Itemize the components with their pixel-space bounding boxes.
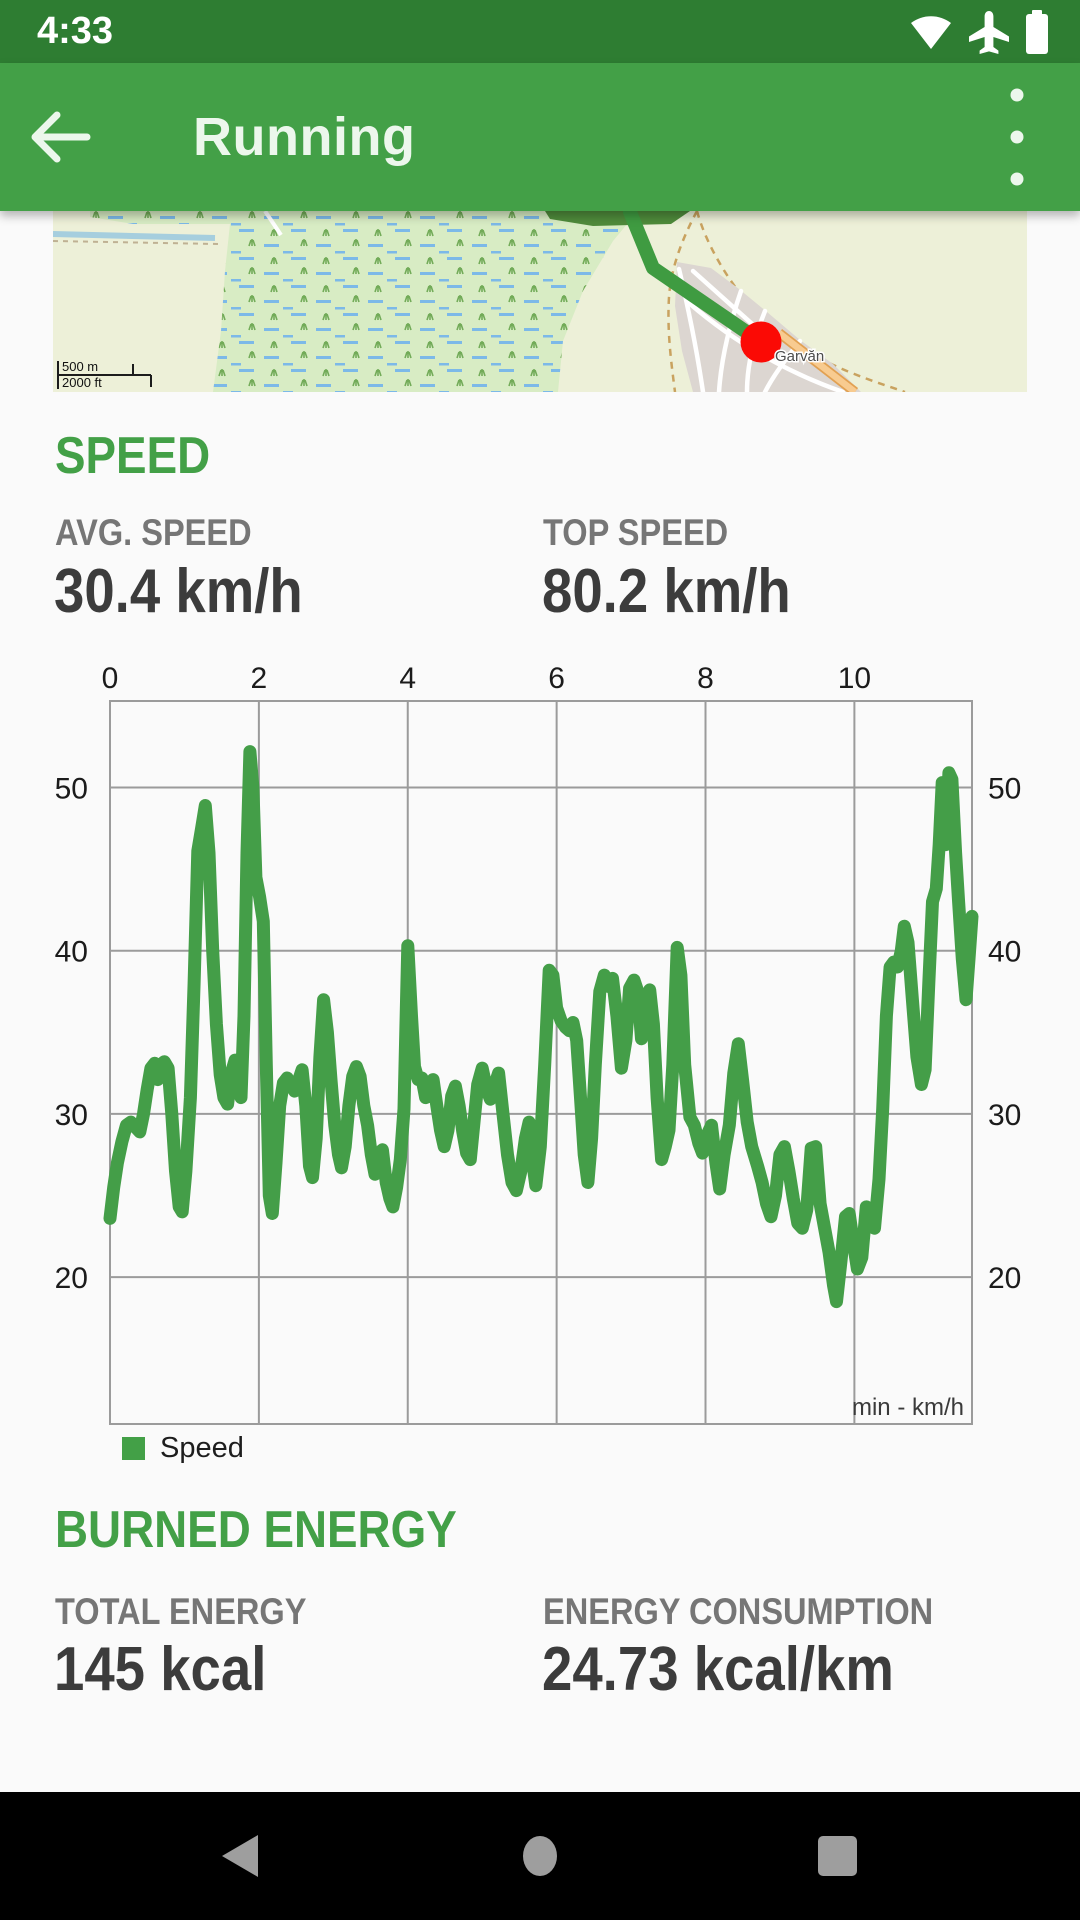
- svg-text:4: 4: [399, 662, 416, 695]
- nav-back-button[interactable]: [222, 1835, 258, 1877]
- route-map[interactable]: Garvăn 500 m 2000 ft: [53, 211, 1027, 392]
- svg-text:6: 6: [548, 662, 565, 695]
- top-speed-label: TOP SPEED: [543, 512, 753, 554]
- svg-text:8: 8: [697, 662, 714, 695]
- avg-speed-label: AVG. SPEED: [55, 512, 278, 554]
- nav-home-button[interactable]: [523, 1836, 557, 1876]
- total-energy-label: TOTAL ENERGY: [55, 1591, 341, 1633]
- nav-back-icon: [222, 1835, 258, 1877]
- svg-text:0: 0: [102, 662, 119, 695]
- energy-consumption-value-text: 24.73 kcal/km: [542, 1635, 894, 1704]
- back-arrow-icon: [31, 111, 91, 163]
- speed-section-title-text: SPEED: [55, 427, 211, 485]
- avg-speed-value: 30.4 km/h: [54, 556, 337, 627]
- nav-recents-icon: [818, 1836, 857, 1876]
- svg-text:2: 2: [251, 662, 268, 695]
- overflow-menu-button[interactable]: [982, 63, 1052, 211]
- nav-recents-button[interactable]: [818, 1836, 857, 1876]
- top-speed-value: 80.2 km/h: [542, 556, 825, 627]
- app-bar: Running: [0, 63, 1080, 211]
- energy-section-title-text: BURNED ENERGY: [55, 1501, 457, 1559]
- top-speed-value-text: 80.2 km/h: [542, 557, 791, 626]
- nav-home-icon: [523, 1836, 557, 1876]
- map-path: [53, 240, 219, 245]
- svg-text:40: 40: [55, 936, 88, 969]
- top-speed-label-text: TOP SPEED: [543, 512, 729, 553]
- svg-text:50: 50: [988, 772, 1021, 805]
- map-canal: [53, 231, 216, 241]
- energy-consumption-value: 24.73 kcal/km: [542, 1634, 942, 1705]
- energy-consumption-label: ENERGY CONSUMPTION: [543, 1591, 986, 1633]
- avg-speed-value-text: 30.4 km/h: [54, 557, 303, 626]
- place-label: Garvăn: [775, 348, 824, 365]
- route-polyline: [623, 211, 768, 349]
- status-icons: [908, 0, 1050, 63]
- energy-section-title: BURNED ENERGY: [55, 1500, 512, 1560]
- scale-imperial-label: 2000 ft: [62, 375, 102, 390]
- speed-chart: 0 2 4 6 8 10 20 20 30 30 40 40 50 50 min - km/h: [55, 662, 1021, 1425]
- energy-consumption-label-text: ENERGY CONSUMPTION: [543, 1591, 934, 1632]
- battery-icon: [1026, 9, 1048, 54]
- legend-swatch-icon: [122, 1437, 145, 1460]
- position-marker: [740, 321, 782, 363]
- svg-text:40: 40: [988, 936, 1021, 969]
- svg-text:10: 10: [838, 662, 871, 695]
- svg-text:min - km/h: min - km/h: [852, 1394, 964, 1421]
- map-road: [263, 211, 283, 237]
- scale-metric-label: 500 m: [62, 359, 98, 374]
- chart-legend: Speed: [122, 1432, 244, 1465]
- avg-speed-label-text: AVG. SPEED: [55, 512, 252, 553]
- page-title: Running: [193, 107, 416, 167]
- map-wetland: [90, 211, 638, 392]
- svg-text:30: 30: [55, 1099, 88, 1132]
- total-energy-value-text: 145 kcal: [54, 1635, 267, 1704]
- status-bar: 4:33: [0, 0, 1080, 63]
- svg-text:30: 30: [988, 1099, 1021, 1132]
- total-energy-value: 145 kcal: [54, 1634, 295, 1705]
- legend-label: Speed: [160, 1432, 244, 1464]
- map-forest: [545, 211, 690, 226]
- map-boundary: [667, 211, 699, 392]
- map-main-road-fill: [777, 330, 857, 392]
- status-time: 4:33: [37, 10, 114, 52]
- airplane-icon: [969, 10, 1009, 54]
- back-button[interactable]: [0, 63, 120, 211]
- svg-text:20: 20: [55, 1262, 88, 1295]
- speed-section-title: SPEED: [55, 426, 231, 486]
- wifi-icon: [911, 15, 951, 49]
- scale-bar: [57, 361, 152, 389]
- android-nav-bar: [0, 1792, 1080, 1920]
- svg-text:20: 20: [988, 1262, 1021, 1295]
- svg-text:50: 50: [55, 772, 88, 805]
- overflow-menu-icon: [1010, 88, 1024, 186]
- total-energy-label-text: TOTAL ENERGY: [55, 1591, 307, 1632]
